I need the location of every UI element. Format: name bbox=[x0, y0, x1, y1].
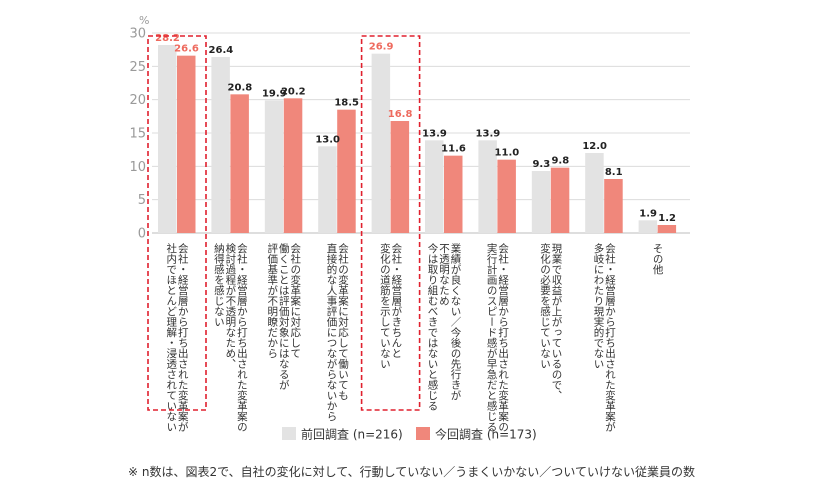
value-label: 13.9 bbox=[422, 128, 447, 139]
value-labels: 28.226.6 26.4 20.8 19.920.2 13.0 18.5 26.9 16.8… bbox=[155, 33, 676, 224]
bar-previous bbox=[425, 140, 444, 233]
y-tick-label: 5 bbox=[138, 193, 146, 208]
category-label-line: 会社・経営層から打ち出された変革案が bbox=[177, 242, 189, 432]
category-label-line: 会社・経営層から打ち出された変革案が bbox=[604, 242, 616, 432]
category-label-line: 現業で収益が上がっているので、 bbox=[551, 243, 563, 401]
bar-previous bbox=[531, 171, 551, 233]
y-axis: 0 5 10 15 20 25 30% bbox=[129, 14, 149, 242]
bar-previous bbox=[158, 45, 177, 233]
value-label: 1.2 bbox=[658, 213, 676, 224]
value-label: 20.2 bbox=[281, 86, 306, 97]
legend: 前回調査 (n=216) 今回調査 (n=173) bbox=[282, 427, 537, 442]
bar-current bbox=[550, 167, 570, 233]
y-tick-label: 20 bbox=[129, 93, 146, 108]
value-label: 28.2 bbox=[155, 33, 180, 44]
value-label: 16.8 bbox=[388, 109, 413, 120]
value-label: 13.9 bbox=[476, 128, 501, 139]
category-label-line: 会社・経営層から打ち出された変革案の bbox=[236, 242, 248, 432]
bar-previous bbox=[264, 100, 284, 233]
legend-label: 前回調査 (n=216) bbox=[301, 427, 403, 442]
bar-current bbox=[283, 98, 303, 233]
bar-current bbox=[390, 121, 410, 233]
y-tick-label: 15 bbox=[129, 127, 146, 142]
category-label-line: 納得感を感じない bbox=[213, 242, 225, 327]
category-label-line: 会社の変革案に対応して bbox=[289, 242, 301, 358]
category-label-line: 不透明なため bbox=[438, 243, 450, 306]
category-label: 現業で収益が上がっているので、変化の必要を感じていない bbox=[539, 242, 563, 400]
category-label-line: 会社の変革案に対応して働いても bbox=[337, 242, 349, 400]
category-label-line: 評価基準が不明瞭だから bbox=[266, 242, 278, 359]
value-label: 11.6 bbox=[441, 144, 466, 155]
value-label: 26.4 bbox=[209, 45, 234, 56]
category-label: その他 bbox=[652, 243, 664, 275]
bar-previous bbox=[585, 153, 604, 233]
bar-current bbox=[604, 179, 623, 233]
bar-current bbox=[337, 109, 356, 233]
y-tick-label: 25 bbox=[129, 60, 146, 75]
bar-previous bbox=[638, 220, 658, 233]
legend-swatch bbox=[282, 427, 296, 440]
bar-previous bbox=[318, 146, 337, 233]
bar-current bbox=[444, 155, 463, 233]
category-label-line: 今は取り組むべきではないと感じる bbox=[427, 242, 439, 411]
category-label-line: 会社・経営層から打ち出された変革案の bbox=[497, 242, 509, 432]
category-label-line: 社内でほとんど理解・浸透されていない bbox=[165, 242, 177, 432]
value-label: 26.6 bbox=[174, 44, 199, 55]
value-label: 13.0 bbox=[315, 134, 340, 145]
value-label: 1.9 bbox=[639, 208, 657, 219]
category-label-line: 働くことは評価対象にはなるが bbox=[278, 242, 290, 390]
value-label: 8.1 bbox=[605, 167, 623, 178]
legend-swatch bbox=[416, 427, 430, 440]
value-label: 9.8 bbox=[551, 156, 569, 167]
footnote: ※ n数は、図表2で、自社の変化に対して、行動していない／うまくいかない／ついて… bbox=[128, 465, 695, 479]
highlight-boxes bbox=[147, 35, 421, 411]
category-label-line: 実行計画のスピード感が早急だと感じる bbox=[486, 242, 498, 432]
legend-label: 今回調査 (n=173) bbox=[435, 427, 537, 442]
value-label: 9.3 bbox=[532, 159, 550, 170]
category-label-line: 業績が良くない／今後の先行きが bbox=[450, 242, 462, 400]
bar-previous bbox=[211, 57, 230, 233]
category-label-line: 会社・経営層がきちんと bbox=[390, 242, 402, 358]
bar-previous bbox=[478, 140, 497, 233]
bar-previous bbox=[371, 53, 391, 233]
value-label: 19.9 bbox=[262, 88, 287, 99]
value-label: 12.0 bbox=[582, 141, 607, 152]
value-label: 18.5 bbox=[334, 98, 359, 109]
category-label-line: 検討過程が不透明なため、 bbox=[224, 242, 236, 369]
value-label: 11.0 bbox=[495, 148, 520, 159]
category-label-line: その他 bbox=[652, 243, 664, 275]
highlight-box bbox=[360, 35, 421, 411]
bars bbox=[158, 45, 677, 233]
y-tick-label: 0 bbox=[138, 227, 146, 242]
highlight-box bbox=[147, 35, 207, 411]
bar-current bbox=[497, 159, 516, 233]
y-unit-label: % bbox=[139, 14, 149, 27]
value-label: 26.9 bbox=[369, 42, 394, 53]
y-tick-label: 30 bbox=[129, 27, 146, 42]
bar-current bbox=[230, 94, 249, 233]
category-label-line: 変化の道筋を示していない bbox=[379, 242, 391, 369]
value-label: 20.8 bbox=[228, 82, 253, 93]
category-label-line: 多岐にわたり現実的でない bbox=[592, 242, 604, 369]
category-label-line: 直接的な人事評価につながらないから bbox=[325, 242, 337, 422]
bar-current bbox=[177, 55, 196, 233]
y-tick-label: 10 bbox=[129, 160, 146, 175]
bar-current bbox=[657, 225, 677, 233]
category-label-line: 変化の必要を感じていない bbox=[539, 242, 551, 369]
